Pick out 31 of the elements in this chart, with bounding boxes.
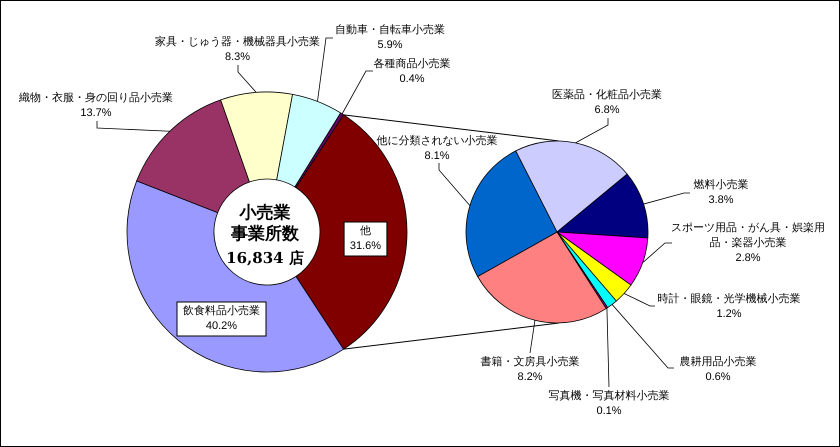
data-label: 0.4% — [399, 73, 425, 85]
data-label: 1.2% — [716, 308, 742, 320]
data-label: 8.2% — [517, 371, 543, 383]
slice-label: 各種商品小売業 — [374, 57, 450, 70]
data-label: 0.6% — [705, 371, 731, 383]
slice-label: 飲食料品小売業 — [183, 304, 260, 317]
slice-label: 家具・じゅう器・機械器具小売業 — [155, 35, 320, 48]
slice-label: 他 — [360, 225, 371, 237]
slice-label: 時計・眼鏡・光学機械小売業 — [658, 292, 800, 305]
slice-label: 書籍・文房具小売業 — [480, 355, 580, 368]
data-label: 6.8% — [594, 104, 620, 116]
slice-label: 農耕用品小売業 — [680, 355, 756, 368]
slice-label: 燃料小売業 — [694, 178, 748, 191]
slice-label: 自動車・自転車小売業 — [335, 23, 445, 36]
slice-label: 他に分類されない小売業 — [376, 134, 498, 147]
data-label: 2.8% — [735, 252, 761, 264]
text: 事業所数 — [230, 224, 300, 244]
data-label: 13.7% — [80, 107, 112, 119]
data-label: 3.8% — [708, 194, 734, 206]
data-label: 8.1% — [424, 150, 450, 162]
data-label: 8.3% — [224, 51, 250, 63]
data-label: 5.9% — [377, 39, 403, 51]
data-label: 31.6% — [350, 240, 382, 252]
text: 16,834 店 — [226, 249, 304, 267]
slice-label: 写真機・写真材料小売業 — [548, 389, 670, 402]
slice-label: スポーツ用品・がん具・娯楽用品・楽器小売業 — [671, 222, 825, 249]
data-label: 40.2% — [206, 320, 238, 332]
data-label: 0.1% — [596, 405, 622, 417]
text: 小売業 — [238, 203, 290, 223]
slice-label: 織物・衣服・身の回り品小売業 — [18, 91, 173, 104]
slice-label: 医薬品・化粧品小売業 — [552, 88, 662, 101]
